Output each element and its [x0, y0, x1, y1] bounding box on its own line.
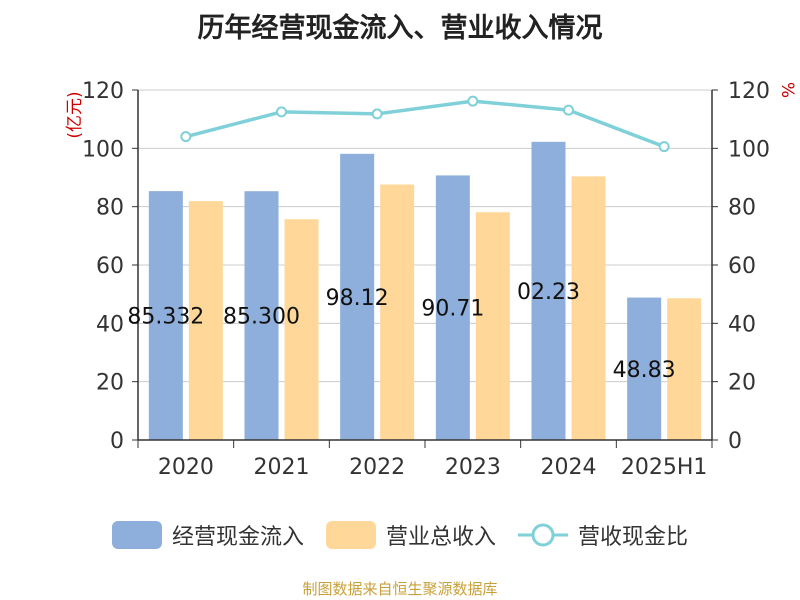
y-left-tick-label: 60	[96, 254, 124, 279]
y-right-tick-label: 120	[728, 79, 770, 104]
legend-label-revenue: 营业总收入	[385, 525, 496, 550]
bar-revenue	[475, 212, 510, 440]
bar-cash-inflow	[244, 191, 279, 440]
bar-cash-inflow	[435, 175, 470, 440]
bar-revenue	[571, 176, 606, 441]
legend-line-marker-icon	[518, 523, 568, 547]
data-label-cash: 85.332	[127, 305, 204, 330]
ratio-point	[467, 95, 479, 107]
data-label-cash: 98.12	[326, 286, 389, 311]
data-label-cash: 02.23	[517, 280, 580, 305]
bars	[148, 141, 702, 441]
y-right-tick-label: 40	[728, 312, 756, 337]
legend: 经营现金流入 营业总收入 营收现金比	[0, 518, 800, 552]
y-left-tick-label: 120	[82, 79, 124, 104]
legend-label-ratio: 营收现金比	[578, 525, 689, 550]
ratio-line	[180, 95, 670, 153]
bar-cash-inflow	[148, 191, 183, 440]
y-right-tick-label: 60	[728, 254, 756, 279]
data-label-cash: 90.71	[421, 297, 484, 322]
y-right-tick-label: 80	[728, 196, 756, 221]
x-tick-label: 2024	[541, 455, 597, 480]
legend-item-ratio[interactable]: 营收现金比	[518, 519, 688, 551]
legend-swatch-cash	[111, 521, 162, 549]
x-tick-label: 2022	[349, 455, 405, 480]
bar-cash-inflow	[627, 297, 662, 440]
bar-revenue	[188, 201, 223, 440]
y-left-tick-label: 20	[96, 371, 124, 396]
bar-revenue	[667, 298, 702, 440]
grid-lines	[138, 89, 712, 383]
y-left-tick-label: 0	[110, 429, 124, 454]
ratio-point	[563, 104, 574, 116]
ratio-polyline	[185, 99, 665, 149]
y-left-tick-label: 80	[96, 196, 124, 221]
data-label-cash: 48.83	[613, 358, 676, 383]
bar-cash-inflow	[340, 153, 375, 441]
ratio-point	[180, 131, 192, 143]
ratio-point	[276, 106, 287, 118]
y-left-tick-label: 40	[96, 312, 124, 337]
x-tick-label: 2025H1	[621, 455, 708, 480]
data-label-cash: 85.300	[223, 305, 300, 330]
y-right-tick-label: 100	[728, 137, 770, 162]
bar-revenue	[380, 184, 415, 440]
bar-cash-inflow	[531, 141, 566, 440]
x-tick-label: 2021	[254, 455, 310, 480]
y-right-tick-label: 20	[728, 371, 756, 396]
bar-revenue	[284, 219, 319, 440]
y-left-unit-label: (亿元)	[65, 91, 85, 138]
data-labels: 85.332 85.300 98.12 90.71 02.23 48.83	[127, 280, 675, 383]
source-note: 制图数据来自恒生聚源数据库	[302, 580, 498, 598]
ratio-point	[371, 108, 383, 120]
x-tick-label: 2023	[445, 455, 501, 480]
chart-title: 历年经营现金流入、营业收入情况	[197, 13, 603, 44]
x-tick-label: 2020	[158, 455, 214, 480]
legend-label-cash: 经营现金流入	[171, 525, 304, 550]
y-left-tick-label: 100	[82, 137, 124, 162]
legend-item-revenue[interactable]: 营业总收入	[325, 519, 496, 551]
y-right-unit-label: %	[777, 82, 797, 98]
legend-swatch-revenue	[325, 521, 376, 549]
y-right-tick-label: 0	[728, 429, 742, 454]
ratio-point	[658, 141, 670, 153]
legend-item-cash[interactable]: 经营现金流入	[111, 519, 304, 551]
